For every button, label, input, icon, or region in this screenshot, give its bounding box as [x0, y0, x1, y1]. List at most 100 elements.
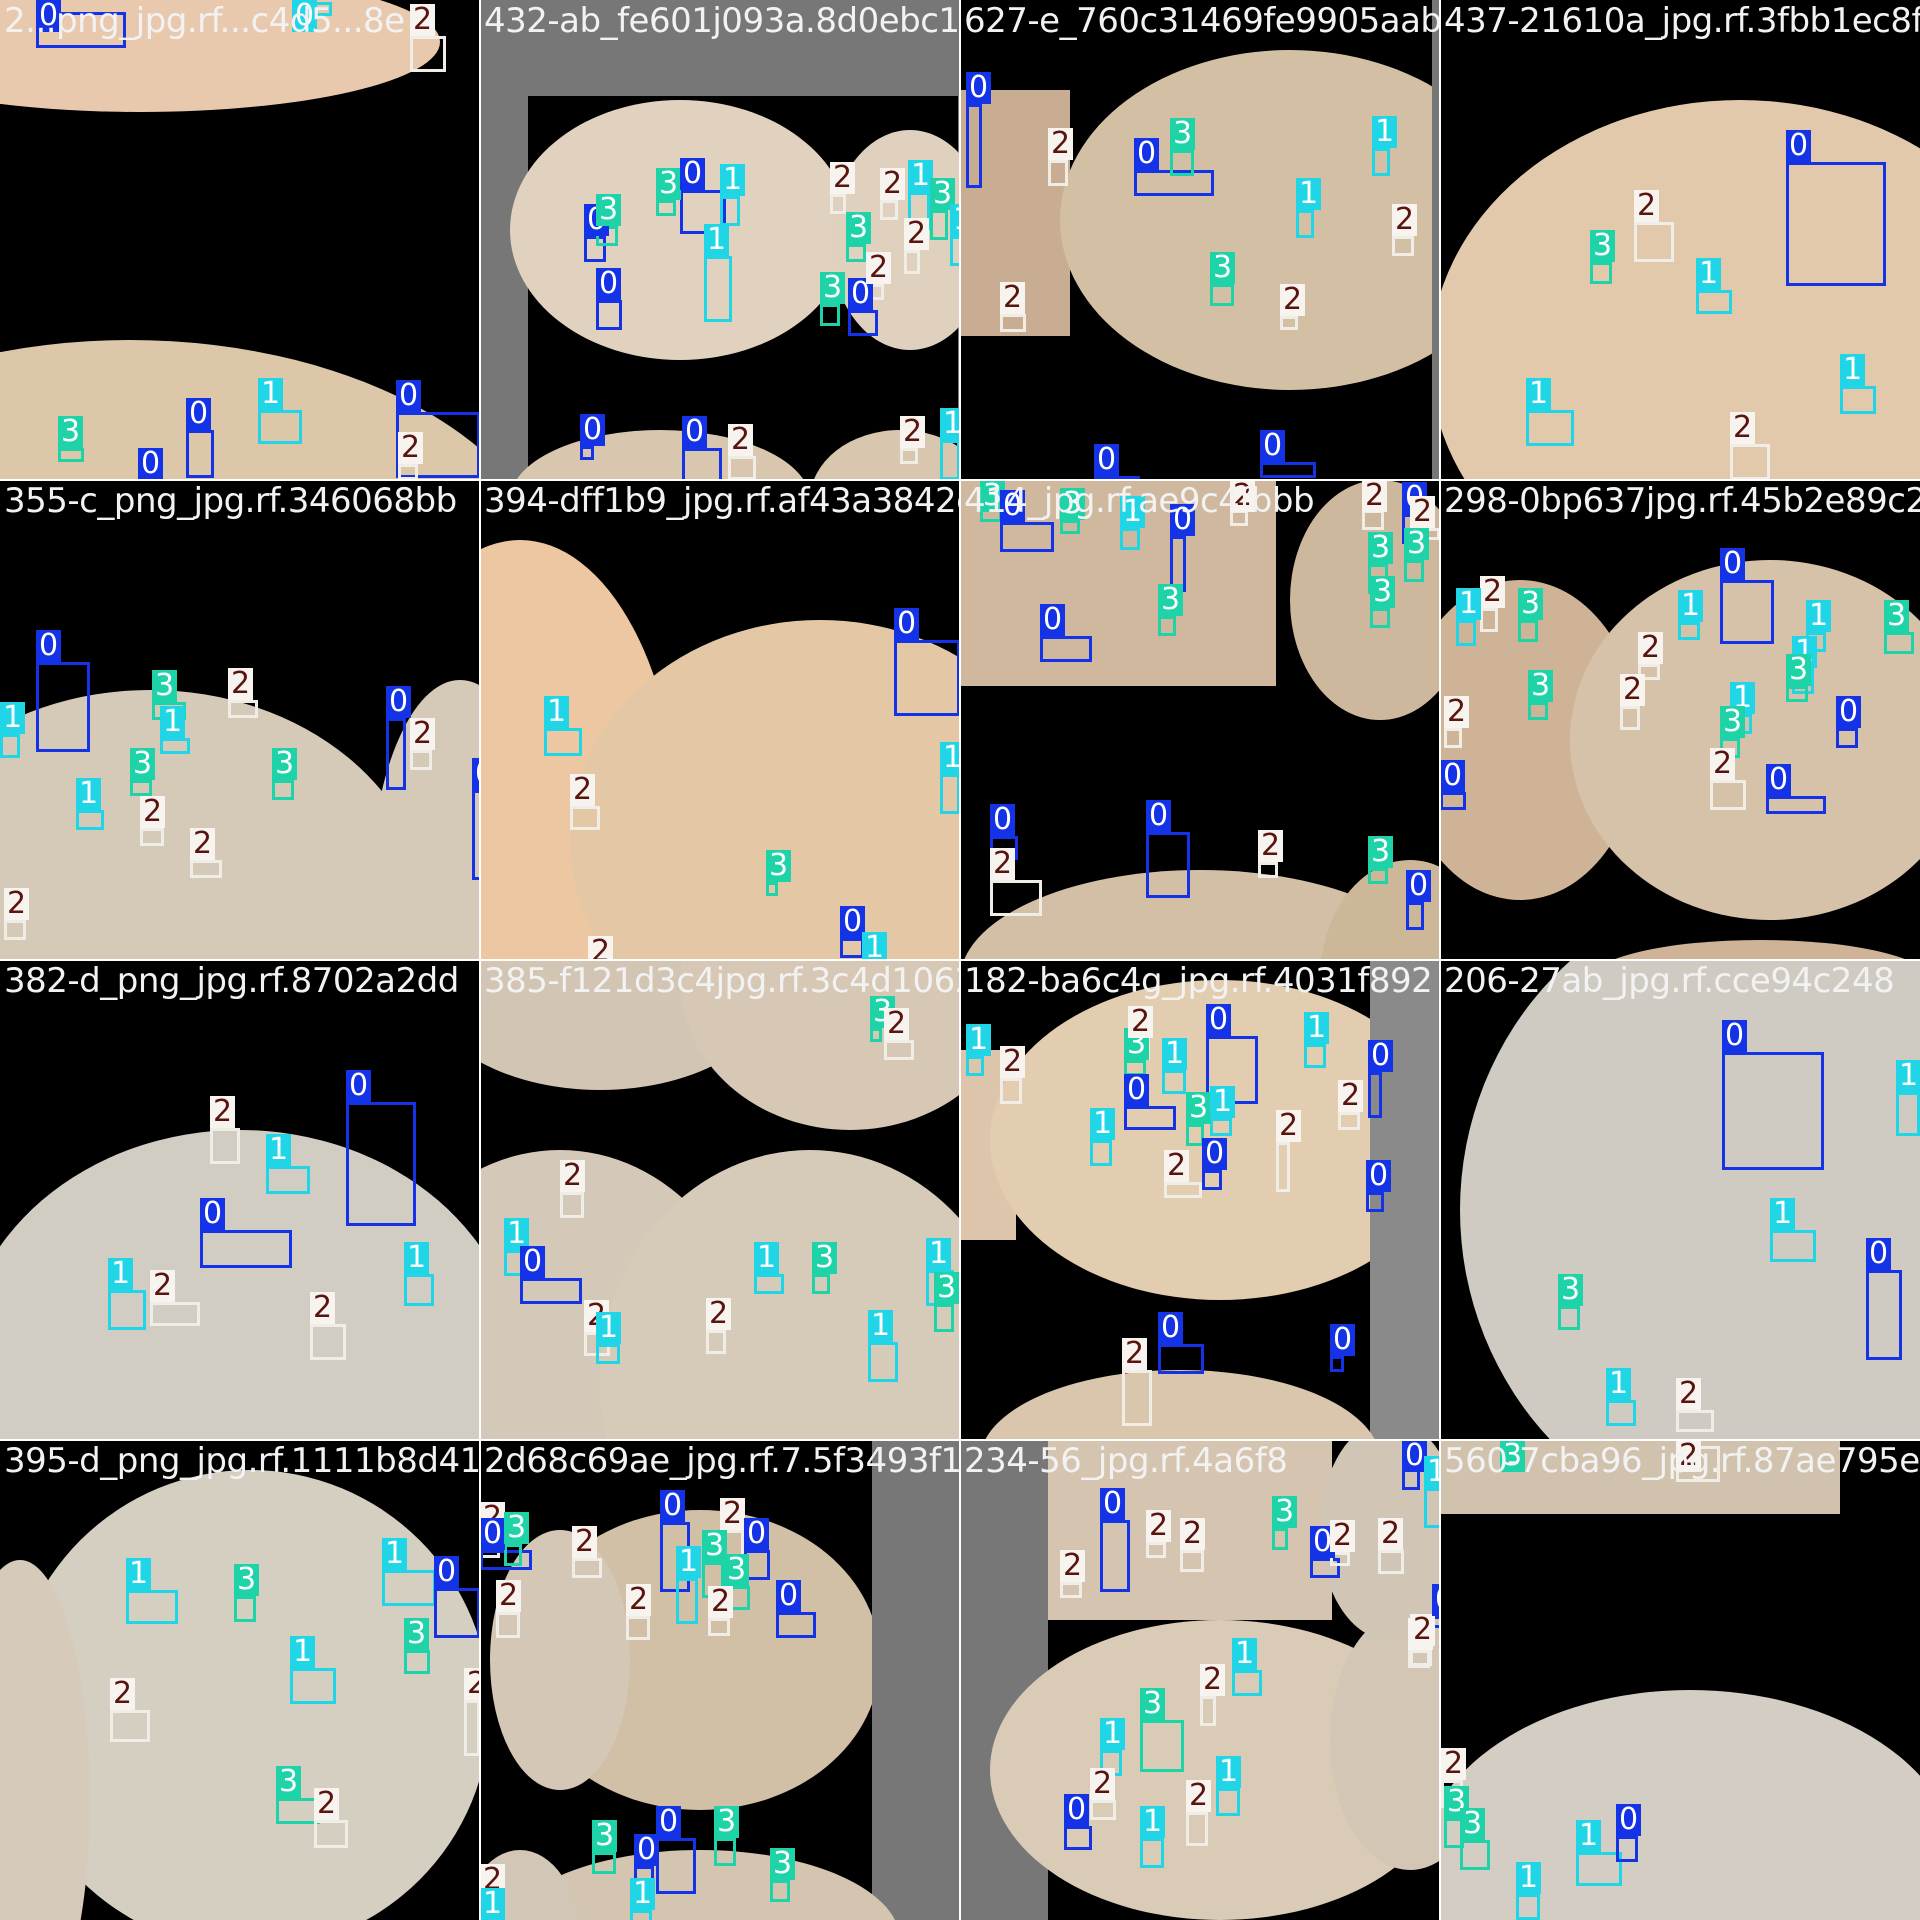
- detection-label: 2: [884, 1008, 910, 1040]
- detection-box: [1678, 622, 1700, 640]
- detection-box: [382, 1570, 436, 1606]
- detection-box: [626, 1616, 650, 1640]
- detection-box: [1518, 620, 1538, 642]
- detection-box: [1120, 528, 1140, 550]
- detection-label: 0: [520, 1246, 546, 1278]
- detection-box: [1000, 1078, 1022, 1104]
- detection-label: 0: [894, 608, 920, 640]
- detection-label: 1: [76, 778, 102, 810]
- detection-label: 3: [1590, 230, 1616, 262]
- detection-label: 0: [36, 0, 62, 32]
- detection-box: [708, 1618, 730, 1636]
- detection-box: [0, 734, 20, 758]
- detection-box: [1186, 1124, 1204, 1146]
- detection-box: [1258, 862, 1278, 878]
- image-region: [0, 690, 430, 960]
- mosaic-tile: 182-ba6c4g_jpg.rf.4031f892 1 2 3 2 1 0 1 0 1 3 2 1 0 2…: [960, 960, 1440, 1440]
- detection-box: [1170, 150, 1194, 176]
- detection-label: 0: [1206, 1004, 1232, 1036]
- detection-label: 2: [880, 168, 906, 200]
- detection-label: 0: [1720, 548, 1746, 580]
- detection-label: 2: [1392, 204, 1418, 236]
- detection-label: 0: [682, 416, 708, 448]
- detection-label: 3: [820, 272, 846, 304]
- detection-label: 0: [346, 1070, 372, 1102]
- grid-line-horizontal: [0, 1439, 1920, 1441]
- detection-label: 2: [398, 432, 424, 464]
- detection-label: 3: [276, 1766, 302, 1798]
- detection-label: 0: [1064, 1794, 1090, 1826]
- detection-box: [1620, 706, 1640, 730]
- detection-label: 3: [846, 212, 872, 244]
- detection-label: 0: [472, 758, 480, 790]
- detection-label: 1: [1576, 1820, 1602, 1852]
- detection-label: 2: [572, 1526, 598, 1558]
- detection-label: 3: [1500, 1440, 1526, 1472]
- detection-box: [272, 780, 294, 800]
- detection-box: [1370, 608, 1390, 628]
- detection-box: [1404, 560, 1424, 582]
- image-region: [0, 0, 440, 112]
- detection-box: [1406, 902, 1424, 930]
- detection-label: 2: [110, 1678, 136, 1710]
- detection-box: [1158, 616, 1176, 636]
- detection-label: 3: [1720, 706, 1746, 738]
- detection-box: [130, 780, 152, 796]
- detection-box: [714, 1838, 736, 1866]
- detection-label: 0: [480, 1518, 506, 1550]
- detection-box: [830, 194, 846, 214]
- detection-box: [754, 1274, 784, 1294]
- detection-label: 3: [404, 1618, 430, 1650]
- tile-filename: 432-ab_fe601j093a.8d0ebc16e60: [484, 1, 960, 41]
- detection-label: 2: [900, 416, 926, 448]
- detection-label: 1: [630, 1878, 656, 1910]
- detection-box: [1368, 868, 1388, 884]
- detection-label: 3: [1558, 1274, 1584, 1306]
- detection-box: [572, 1558, 602, 1578]
- detection-label: 2: [1410, 496, 1436, 528]
- detection-box: [108, 1290, 146, 1330]
- detection-label: 2: [140, 796, 166, 828]
- mosaic-tile: 385-f121d3c4jpg.rf.3c4d10624322101313122…: [480, 960, 960, 1440]
- detection-label: 2: [1330, 1520, 1356, 1552]
- detection-label: 1: [1770, 1198, 1796, 1230]
- detection-label: 1: [160, 706, 186, 738]
- detection-label: 1: [1456, 588, 1482, 620]
- detection-box: [1060, 1582, 1082, 1598]
- detection-box: [140, 828, 164, 846]
- detection-label: 3: [702, 1530, 728, 1562]
- detection-label: 1: [862, 932, 888, 960]
- detection-label: 1: [1216, 1756, 1242, 1788]
- detection-box: [210, 1128, 240, 1164]
- mosaic-tile: 432-ab_fe601j093a.8d0ebc16e6030120310213…: [480, 0, 960, 480]
- detection-box: [234, 1596, 256, 1622]
- detection-label: 2: [728, 424, 754, 456]
- detection-label: 2: [1480, 576, 1506, 608]
- detection-label: 1: [1120, 496, 1146, 528]
- image-region: [1060, 50, 1440, 390]
- mosaic-tile: 394-dff1b9_jpg.rf.af43a3842e 0 1 2 1 3 0 1 2: [480, 480, 960, 960]
- detection-box: [1090, 1800, 1116, 1820]
- detection-label: 0: [1402, 1440, 1428, 1472]
- detection-box: [1180, 1550, 1204, 1572]
- detection-label: 2: [410, 718, 436, 750]
- detection-label: 0: [1722, 1020, 1748, 1052]
- microscope-image: [960, 1440, 1440, 1920]
- microscope-image: [1440, 960, 1920, 1440]
- detection-box: [1210, 284, 1234, 306]
- detection-box: [656, 1838, 696, 1894]
- image-region: [964, 870, 1436, 960]
- detection-label: 2: [190, 828, 216, 860]
- detection-box: [894, 640, 960, 716]
- detection-box: [258, 410, 302, 444]
- detection-box: [580, 446, 594, 460]
- detection-box: [904, 250, 920, 274]
- tile-filename: 355-c_png_jpg.rf.346068bb: [4, 481, 457, 521]
- detection-box: [290, 1668, 336, 1704]
- detection-box: [770, 1880, 790, 1902]
- image-region: [0, 1130, 480, 1440]
- detection-box: [410, 36, 446, 72]
- detection-label: 1: [1210, 1086, 1236, 1118]
- microscope-image: [0, 1440, 480, 1920]
- detection-label: 1: [126, 1558, 152, 1590]
